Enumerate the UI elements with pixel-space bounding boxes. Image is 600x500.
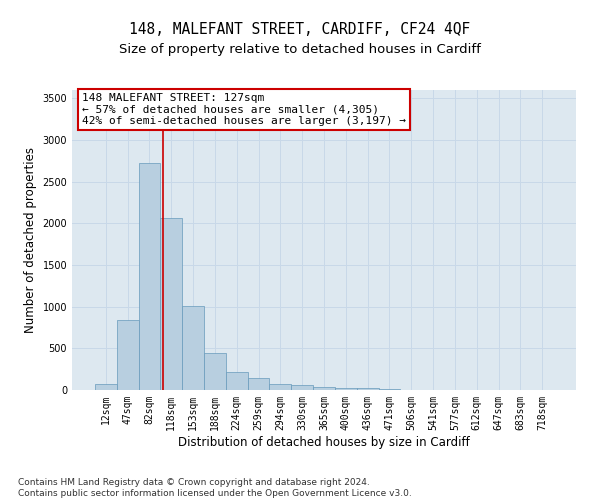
Bar <box>269 384 291 390</box>
Text: Size of property relative to detached houses in Cardiff: Size of property relative to detached ho… <box>119 42 481 56</box>
Bar <box>226 372 248 390</box>
Text: Contains HM Land Registry data © Crown copyright and database right 2024.
Contai: Contains HM Land Registry data © Crown c… <box>18 478 412 498</box>
Bar <box>139 164 160 390</box>
Bar <box>160 218 182 390</box>
Bar <box>95 384 117 390</box>
Bar <box>117 320 139 390</box>
Bar <box>313 387 335 390</box>
Bar <box>357 388 379 390</box>
Bar <box>335 388 357 390</box>
X-axis label: Distribution of detached houses by size in Cardiff: Distribution of detached houses by size … <box>178 436 470 448</box>
Text: 148 MALEFANT STREET: 127sqm
← 57% of detached houses are smaller (4,305)
42% of : 148 MALEFANT STREET: 127sqm ← 57% of det… <box>82 93 406 126</box>
Y-axis label: Number of detached properties: Number of detached properties <box>24 147 37 333</box>
Bar <box>204 354 226 390</box>
Bar <box>182 306 204 390</box>
Bar <box>291 386 313 390</box>
Text: 148, MALEFANT STREET, CARDIFF, CF24 4QF: 148, MALEFANT STREET, CARDIFF, CF24 4QF <box>130 22 470 38</box>
Bar <box>248 378 269 390</box>
Bar <box>379 389 400 390</box>
